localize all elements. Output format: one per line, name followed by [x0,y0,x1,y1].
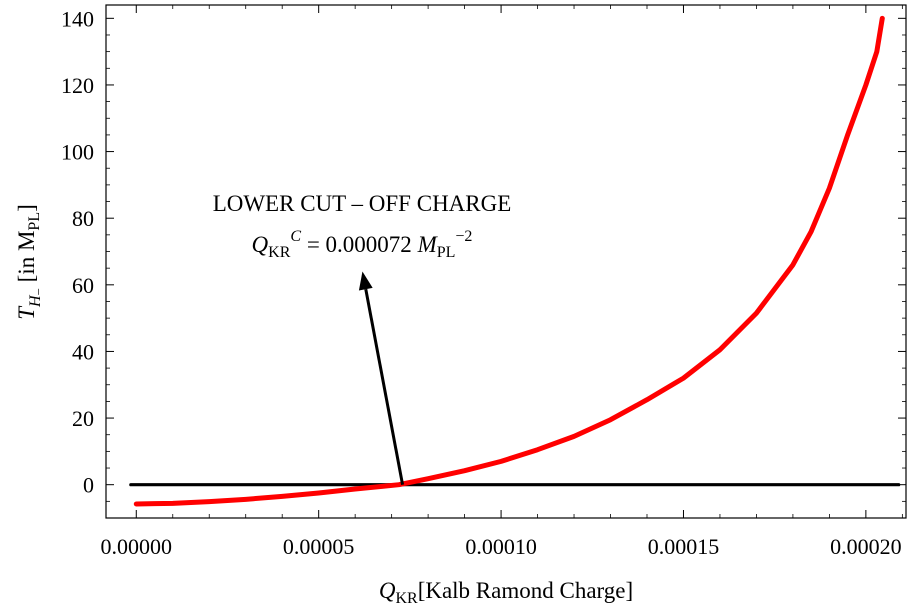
annotation-line1: LOWER CUT – OFF CHARGE [213,191,512,216]
y-tick-label: 0 [83,473,94,498]
y-tick-label: 60 [72,273,94,298]
y-axis-title-rest-close: ] [14,204,39,212]
x-axis-title: QKR[Kalb Ramond Charge] [379,578,633,606]
x-tick-label: 0.00000 [101,534,173,559]
y-axis-title-rest-sub: PL [26,212,43,231]
annotation-m-sub: PL [437,244,456,261]
series-layer [129,15,901,507]
y-tick-label: 120 [61,73,94,98]
y-axis-title-sub: H [27,294,44,308]
annotation-line2: QKRC = 0.000072 MPL−2 [252,228,473,261]
annotation-arrow-head [358,271,373,291]
svg-text:TH− [in MPL]: TH− [in MPL] [14,204,46,320]
temperature-curve [133,15,885,507]
x-axis-title-main: Q [379,578,396,603]
x-tick-label: 0.00020 [830,534,902,559]
ticks-layer: 0.00000 0.00005 0.00010 0.00015 0.00020 0 20 40… [61,5,906,559]
annotation-m: M [417,232,439,257]
y-axis-title-main: T [14,305,39,320]
y-axis-title: TH− [in MPL] [14,204,46,320]
y-tick-label: 40 [72,339,94,364]
y-axis-title-rest: [in M [14,231,39,289]
y-axis-title-subsub: − [31,288,46,295]
annotation-q-sup: C [290,228,301,245]
y-tick-label: 140 [61,6,94,31]
x-axis-title-rest: [Kalb Ramond Charge] [418,578,633,603]
x-tick-label: 0.00015 [648,534,720,559]
y-tick-label: 100 [61,140,94,165]
plot-frame [105,4,907,519]
x-tick-label: 0.00010 [465,534,537,559]
x-tick-label: 0.00005 [283,534,355,559]
annotation-q: Q [252,232,269,257]
x-axis-title-sub: KR [395,590,418,606]
annotation-eq: = 0.000072 [301,232,417,257]
annotation-q-sub: KR [268,244,291,261]
annotation-layer: LOWER CUT – OFF CHARGE QKRC = 0.000072 M… [213,191,512,485]
annotation-m-sup: −2 [455,228,472,245]
svg-text:QKR[Kalb Ramond Charge]: QKR[Kalb Ramond Charge] [379,578,633,606]
y-tick-label: 20 [72,406,94,431]
y-tick-label: 80 [72,206,94,231]
annotation-arrow-shaft [364,288,405,485]
